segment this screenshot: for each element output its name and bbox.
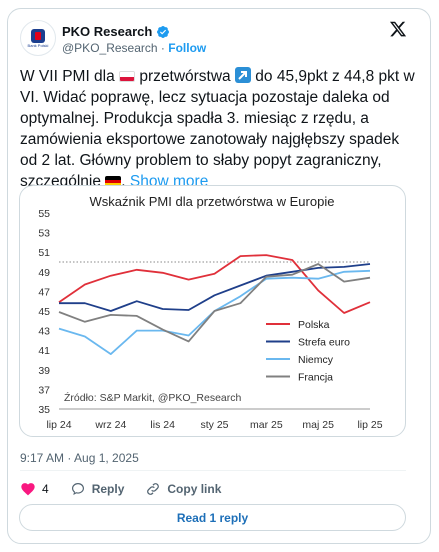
series-line-strefa-euro [59, 263, 371, 312]
legend-label: Strefa euro [298, 337, 350, 349]
y-tick-label: 47 [38, 286, 50, 298]
chart-title: Wskaźnik PMI dla przetwórstwa w Europie [90, 194, 335, 209]
poland-flag-icon [119, 71, 136, 82]
x-tick-label: lip 24 [46, 419, 71, 431]
read-replies-button[interactable]: Read 1 reply [19, 504, 406, 531]
copy-link-action[interactable]: Copy link [145, 481, 221, 497]
y-tick-label: 39 [38, 365, 50, 377]
tweet-text-part1: W VII PMI dla [20, 68, 120, 85]
chart-image[interactable]: Wskaźnik PMI dla przetwórstwa w Europie … [19, 185, 406, 437]
y-tick-label: 55 [38, 208, 50, 220]
arrow-up-right-icon [234, 67, 251, 83]
tweet-text: W VII PMI dla przetwórstwa do 45,9pkt z … [20, 66, 415, 192]
y-tick-label: 45 [38, 306, 50, 318]
author-name-row: PKO Research [62, 24, 170, 39]
series-line-polska [58, 254, 371, 314]
x-logo-icon[interactable] [389, 20, 407, 38]
x-tick-label: lis 24 [150, 419, 175, 431]
reply-action[interactable]: Reply [70, 481, 125, 497]
copy-link-label: Copy link [167, 482, 222, 496]
like-count: 4 [42, 482, 49, 496]
y-tick-label: 41 [38, 345, 50, 357]
avatar[interactable]: Bank Polski [20, 20, 56, 56]
y-tick-label: 53 [38, 228, 50, 240]
y-tick-label: 49 [38, 267, 50, 279]
tweet-timestamp[interactable]: 9:17 AM · Aug 1, 2025 [20, 451, 139, 465]
handle-row: @PKO_Research · Follow [62, 41, 206, 55]
tweet-text-part4: . [121, 173, 130, 190]
y-tick-label: 51 [38, 247, 50, 259]
pko-logo-icon [31, 28, 45, 43]
series-line-francja [58, 263, 371, 343]
y-tick-label: 35 [38, 404, 50, 416]
chart-source: Źródło: S&P Markit, @PKO_Research [64, 391, 242, 404]
legend-label: Francja [298, 372, 333, 384]
like-button[interactable]: 4 [20, 481, 49, 497]
x-tick-label: mar 25 [250, 419, 283, 431]
legend-label: Polska [298, 319, 330, 331]
pmi-chart: Wskaźnik PMI dla przetwórstwa w Europie … [38, 194, 382, 431]
x-tick-label: maj 25 [302, 419, 334, 431]
verified-badge-icon [157, 25, 170, 38]
handle-separator: · [160, 41, 165, 55]
author-name[interactable]: PKO Research [62, 24, 153, 39]
y-tick-label: 43 [38, 326, 50, 338]
tweet-text-part2: przetwórstwa [135, 68, 235, 85]
reply-label: Reply [91, 482, 125, 496]
follow-button[interactable]: Follow [168, 41, 207, 55]
reply-icon [71, 483, 84, 495]
action-bar: 4 Reply Copy link [20, 480, 242, 498]
y-tick-label: 37 [38, 384, 50, 396]
divider [20, 470, 406, 471]
avatar-text: Bank Polski [27, 42, 49, 48]
link-icon [147, 483, 160, 495]
tweet-text-part3: do 45,9pkt z 44,8 pkt w VI. Widać popraw… [20, 68, 415, 190]
x-tick-label: wrz 24 [94, 419, 126, 431]
x-tick-label: lip 25 [357, 419, 382, 431]
x-tick-label: sty 25 [200, 419, 228, 431]
heart-icon [21, 483, 35, 496]
legend-label: Niemcy [298, 354, 334, 366]
author-handle[interactable]: @PKO_Research [62, 41, 158, 55]
